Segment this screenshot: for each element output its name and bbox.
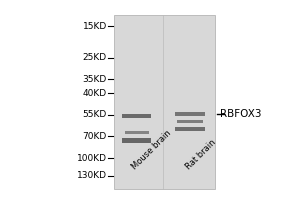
Bar — [114, 15, 215, 189]
Bar — [122, 114, 152, 118]
Text: 55KD: 55KD — [83, 110, 107, 119]
Bar — [177, 120, 203, 123]
Text: 100KD: 100KD — [77, 154, 107, 163]
Text: 15KD: 15KD — [83, 22, 107, 31]
Text: 25KD: 25KD — [83, 53, 107, 62]
Bar — [175, 127, 205, 131]
Text: 70KD: 70KD — [83, 132, 107, 141]
Bar — [122, 138, 152, 143]
Text: 40KD: 40KD — [83, 89, 107, 98]
Bar — [175, 112, 205, 116]
Text: Rat brain: Rat brain — [184, 137, 217, 171]
Bar — [125, 131, 148, 134]
Text: RBFOX3: RBFOX3 — [220, 109, 261, 119]
Text: 35KD: 35KD — [83, 75, 107, 84]
Text: Mouse brain: Mouse brain — [130, 128, 173, 171]
Text: 130KD: 130KD — [77, 171, 107, 180]
